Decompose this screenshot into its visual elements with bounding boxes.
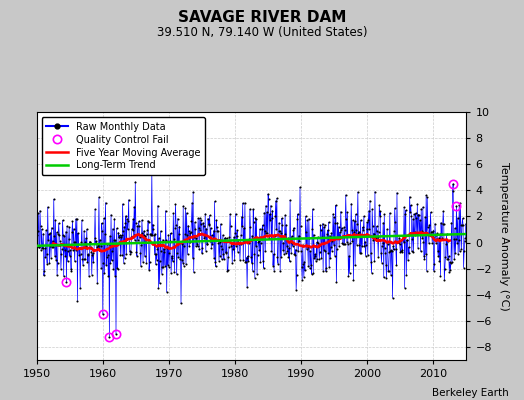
- Legend: Raw Monthly Data, Quality Control Fail, Five Year Moving Average, Long-Term Tren: Raw Monthly Data, Quality Control Fail, …: [41, 117, 205, 175]
- Text: Berkeley Earth: Berkeley Earth: [432, 388, 508, 398]
- Y-axis label: Temperature Anomaly (°C): Temperature Anomaly (°C): [498, 162, 509, 310]
- Text: SAVAGE RIVER DAM: SAVAGE RIVER DAM: [178, 10, 346, 25]
- Text: 39.510 N, 79.140 W (United States): 39.510 N, 79.140 W (United States): [157, 26, 367, 39]
